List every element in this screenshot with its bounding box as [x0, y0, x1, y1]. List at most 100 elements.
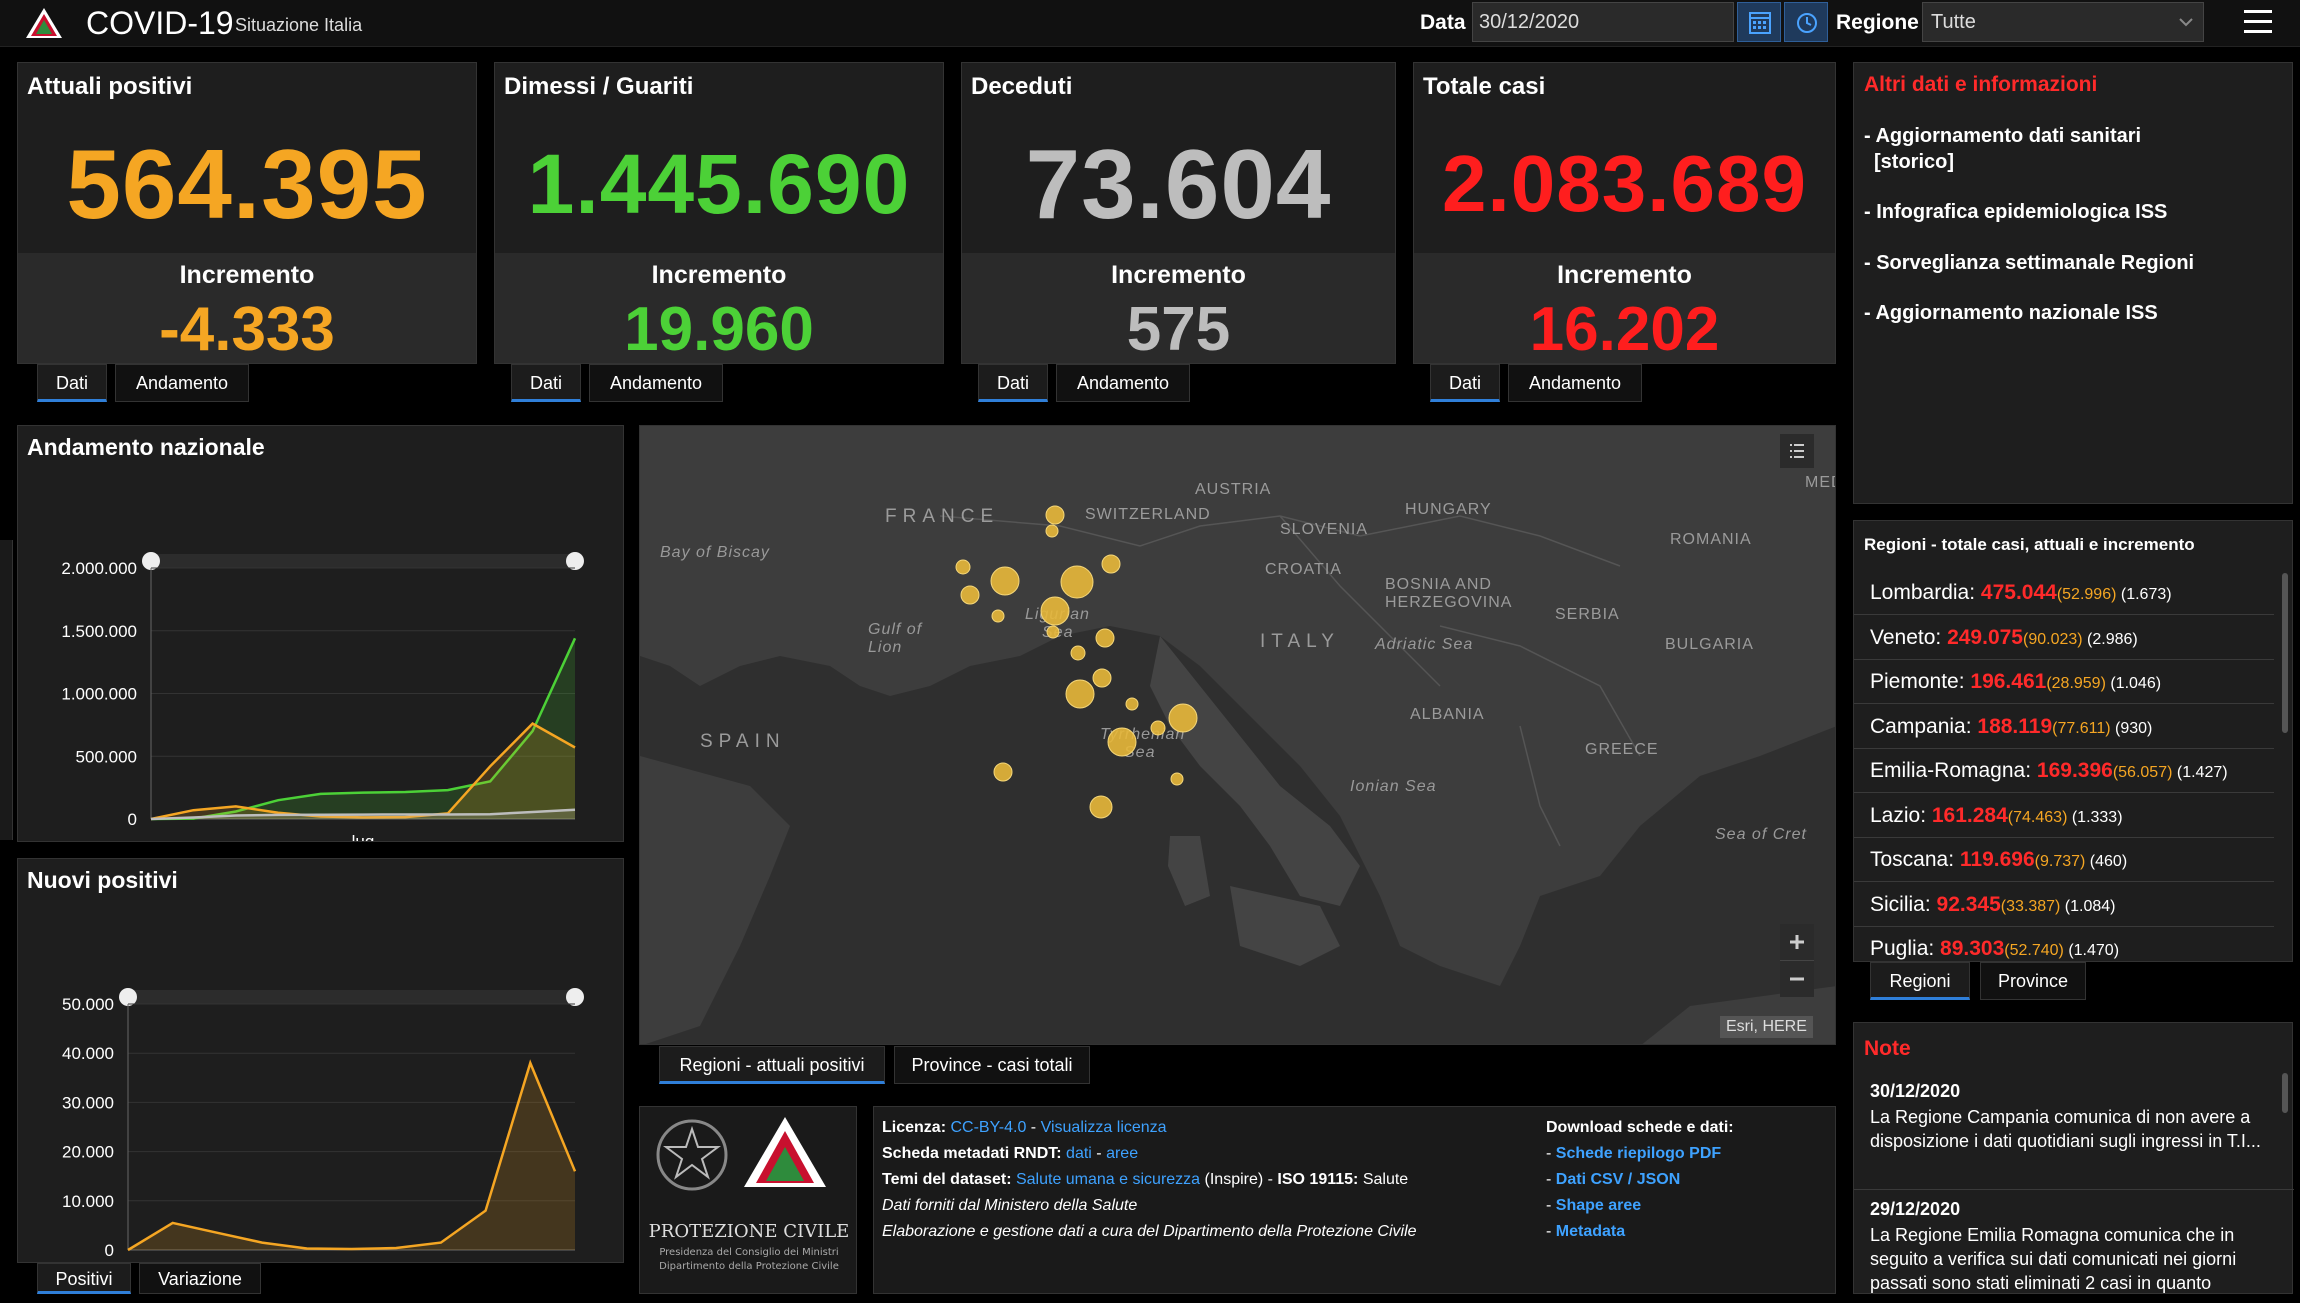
zoom-in-button[interactable]	[1780, 924, 1814, 961]
region-name: Veneto:	[1870, 626, 1947, 649]
tab-dati[interactable]: Dati	[37, 364, 107, 402]
region-bubble[interactable]	[1090, 796, 1112, 818]
license-line: Licenza: CC-BY-4.0 - Visualizza licenza	[882, 1117, 1167, 1139]
view-license-link[interactable]: Visualizza licenza	[1041, 1119, 1167, 1136]
themes-link[interactable]: Salute umana e sicurezza	[1016, 1171, 1200, 1188]
region-select[interactable]: Tutte	[1922, 2, 2204, 42]
series-area	[128, 1063, 575, 1250]
card-title: Totale casi	[1423, 73, 1545, 101]
region-bubble[interactable]	[1046, 506, 1064, 524]
region-actual: (33.387)	[2001, 898, 2061, 915]
tab-andamento[interactable]: Andamento	[115, 364, 249, 402]
date-label: Data	[1420, 11, 1466, 35]
region-row[interactable]: Sicilia: 92.345(33.387) (1.084)	[1854, 883, 2274, 927]
side-collapse-handle[interactable]	[0, 540, 13, 840]
zoom-out-button[interactable]	[1780, 961, 1814, 997]
svg-text:Presidenza del Consiglio dei M: Presidenza del Consiglio dei Ministri	[659, 1247, 838, 1258]
legend-button[interactable]	[1780, 434, 1814, 468]
menu-button[interactable]	[2244, 10, 2272, 34]
link-storico[interactable]: [storico]	[1874, 149, 1954, 175]
tab-positivi[interactable]: Positivi	[37, 1263, 131, 1294]
region-bubble[interactable]	[1171, 773, 1183, 785]
note-text: La Regione Emilia Romagna comunica che i…	[1870, 1223, 2270, 1295]
download-csv-line: - Dati CSV / JSON	[1546, 1169, 1680, 1191]
region-row[interactable]: Toscana: 119.696(9.737) (460)	[1854, 838, 2274, 882]
link-aggiornamento-dati-sanitari[interactable]: - Aggiornamento dati sanitari	[1864, 123, 2141, 149]
region-bubble[interactable]	[1061, 566, 1093, 598]
calendar-button[interactable]	[1737, 2, 1781, 42]
data-processing-line: Elaborazione e gestione dati a cura del …	[882, 1221, 1417, 1243]
range-slider-handle[interactable]	[142, 552, 160, 570]
region-bubble[interactable]	[1066, 680, 1094, 708]
region-name: Toscana:	[1870, 848, 1960, 871]
tab-andamento[interactable]: Andamento	[589, 364, 723, 402]
region-bubble[interactable]	[1093, 669, 1111, 687]
region-bubble[interactable]	[994, 763, 1012, 781]
svg-text:PROTEZIONE CIVILE: PROTEZIONE CIVILE	[649, 1221, 850, 1242]
range-slider-track	[128, 990, 575, 1004]
region-row[interactable]: Emilia-Romagna: 169.396(56.057) (1.427)	[1854, 749, 2274, 793]
time-button[interactable]	[1784, 2, 1828, 42]
region-row[interactable]: Veneto: 249.075(90.023) (2.986)	[1854, 616, 2274, 660]
region-bubble[interactable]	[1046, 525, 1058, 537]
region-row[interactable]: Piemonte: 196.461(28.959) (1.046)	[1854, 660, 2274, 704]
region-bubble[interactable]	[1108, 728, 1136, 756]
tab-province-casi-totali[interactable]: Province - casi totali	[894, 1046, 1090, 1084]
region-bubble[interactable]	[992, 610, 1004, 622]
metadata-dati-link[interactable]: dati	[1066, 1145, 1092, 1162]
link-infografica-iss[interactable]: - Infografica epidemiologica ISS	[1864, 199, 2167, 225]
tab-province[interactable]: Province	[1980, 962, 2086, 1000]
region-bubble[interactable]	[1096, 629, 1114, 647]
tab-andamento[interactable]: Andamento	[1508, 364, 1642, 402]
link-sorveglianza-regioni[interactable]: - Sorveglianza settimanale Regioni	[1864, 250, 2194, 276]
notes-scrollbar[interactable]	[2282, 1073, 2288, 1113]
region-actual: (52.996)	[2057, 586, 2117, 603]
tab-regioni-attuali-positivi[interactable]: Regioni - attuali positivi	[659, 1046, 885, 1084]
region-bubble[interactable]	[991, 567, 1019, 595]
region-bubble[interactable]	[1169, 704, 1197, 732]
link-aggiornamento-nazionale-iss[interactable]: - Aggiornamento nazionale ISS	[1864, 300, 2158, 326]
region-bubble[interactable]	[1151, 721, 1165, 735]
range-slider-handle[interactable]	[566, 988, 584, 1006]
download-metadata-link[interactable]: Metadata	[1556, 1223, 1625, 1240]
date-input[interactable]: 30/12/2020	[1472, 2, 1734, 42]
tab-variazione[interactable]: Variazione	[139, 1263, 261, 1294]
top-bar: COVID-19 Situazione Italia Data 30/12/20…	[0, 0, 2300, 47]
tab-regioni[interactable]: Regioni	[1870, 962, 1970, 1000]
license-link[interactable]: CC-BY-4.0	[950, 1119, 1026, 1136]
range-slider-handle[interactable]	[566, 552, 584, 570]
region-total: 475.044	[1981, 581, 2057, 604]
range-slider-handle[interactable]	[119, 988, 137, 1006]
calendar-icon	[1738, 3, 1782, 43]
region-total: 249.075	[1947, 626, 2023, 649]
region-row[interactable]: Puglia: 89.303(52.740) (1.470)	[1854, 927, 2274, 961]
region-bubble[interactable]	[1126, 698, 1138, 710]
region-row[interactable]: Lombardia: 475.044(52.996) (1.673)	[1854, 571, 2274, 615]
regions-scrollbar[interactable]	[2282, 573, 2288, 733]
download-csv-json-link[interactable]: Dati CSV / JSON	[1556, 1171, 1680, 1188]
metadata-label: Scheda metadati RNDT:	[882, 1145, 1066, 1162]
tab-andamento[interactable]: Andamento	[1056, 364, 1190, 402]
tab-dati[interactable]: Dati	[1430, 364, 1500, 402]
region-bubble[interactable]	[1071, 646, 1085, 660]
region-bubble[interactable]	[956, 560, 970, 574]
app-title: COVID-19	[86, 4, 234, 42]
region-bubble[interactable]	[1102, 555, 1120, 573]
chart-ytick-label: 50.000	[62, 995, 114, 1014]
metadata-aree-link[interactable]: aree	[1106, 1145, 1138, 1162]
download-pdf-link[interactable]: Schede riepilogo PDF	[1556, 1145, 1721, 1162]
region-increment: (1.333)	[2067, 809, 2122, 826]
region-bubble[interactable]	[1047, 626, 1059, 638]
tab-dati[interactable]: Dati	[978, 364, 1048, 402]
chart-ytick-label: 0	[105, 1241, 114, 1260]
region-row[interactable]: Campania: 188.119(77.611) (930)	[1854, 705, 2274, 749]
tab-dati[interactable]: Dati	[511, 364, 581, 402]
card-value: 1.445.690	[495, 129, 943, 239]
region-row[interactable]: Lazio: 161.284(74.463) (1.333)	[1854, 794, 2274, 838]
region-bubble[interactable]	[1041, 597, 1069, 625]
region-bubble[interactable]	[961, 586, 979, 604]
download-shape-link[interactable]: Shape aree	[1556, 1197, 1641, 1214]
